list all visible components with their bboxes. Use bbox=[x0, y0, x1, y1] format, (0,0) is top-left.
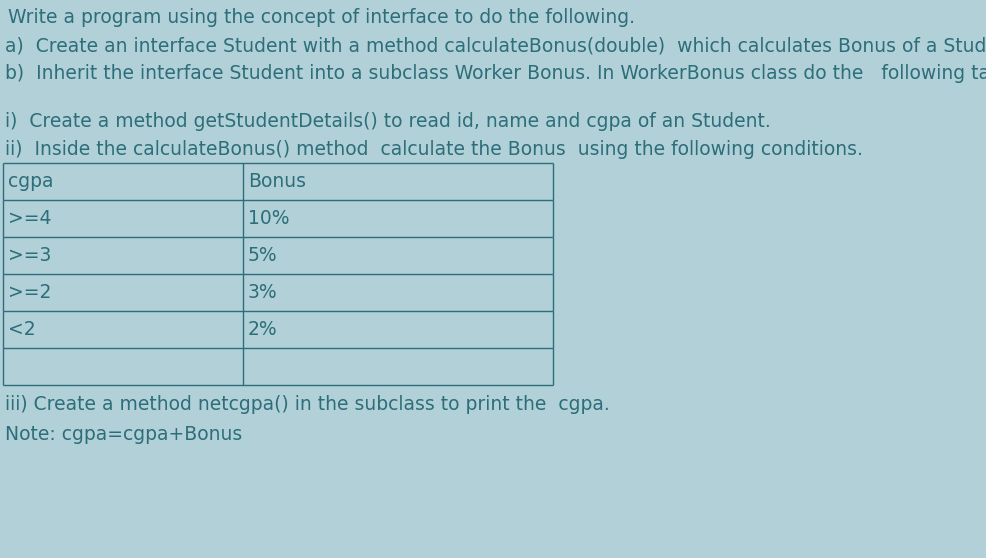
Text: 3%: 3% bbox=[247, 283, 277, 302]
Text: >=2: >=2 bbox=[8, 283, 51, 302]
Text: 2%: 2% bbox=[247, 320, 277, 339]
Text: iii) Create a method netcgpa() in the subclass to print the  cgpa.: iii) Create a method netcgpa() in the su… bbox=[5, 395, 609, 414]
Text: >=4: >=4 bbox=[8, 209, 51, 228]
Text: 10%: 10% bbox=[247, 209, 289, 228]
Text: Write a program using the concept of interface to do the following.: Write a program using the concept of int… bbox=[8, 8, 634, 27]
Text: <2: <2 bbox=[8, 320, 35, 339]
Text: Note: cgpa=cgpa+Bonus: Note: cgpa=cgpa+Bonus bbox=[5, 425, 242, 444]
Text: >=3: >=3 bbox=[8, 246, 51, 265]
Text: i)  Create a method getStudentDetails() to read id, name and cgpa of an Student.: i) Create a method getStudentDetails() t… bbox=[5, 112, 770, 131]
Text: ii)  Inside the calculateBonus() method  calculate the Bonus  using the followin: ii) Inside the calculateBonus() method c… bbox=[5, 140, 862, 159]
Text: cgpa: cgpa bbox=[8, 172, 53, 191]
Text: b)  Inherit the interface Student into a subclass Worker Bonus. In WorkerBonus c: b) Inherit the interface Student into a … bbox=[5, 64, 986, 83]
Text: Bonus: Bonus bbox=[247, 172, 306, 191]
Text: a)  Create an interface Student with a method calculateBonus(double)  which calc: a) Create an interface Student with a me… bbox=[5, 36, 986, 55]
Text: 5%: 5% bbox=[247, 246, 277, 265]
